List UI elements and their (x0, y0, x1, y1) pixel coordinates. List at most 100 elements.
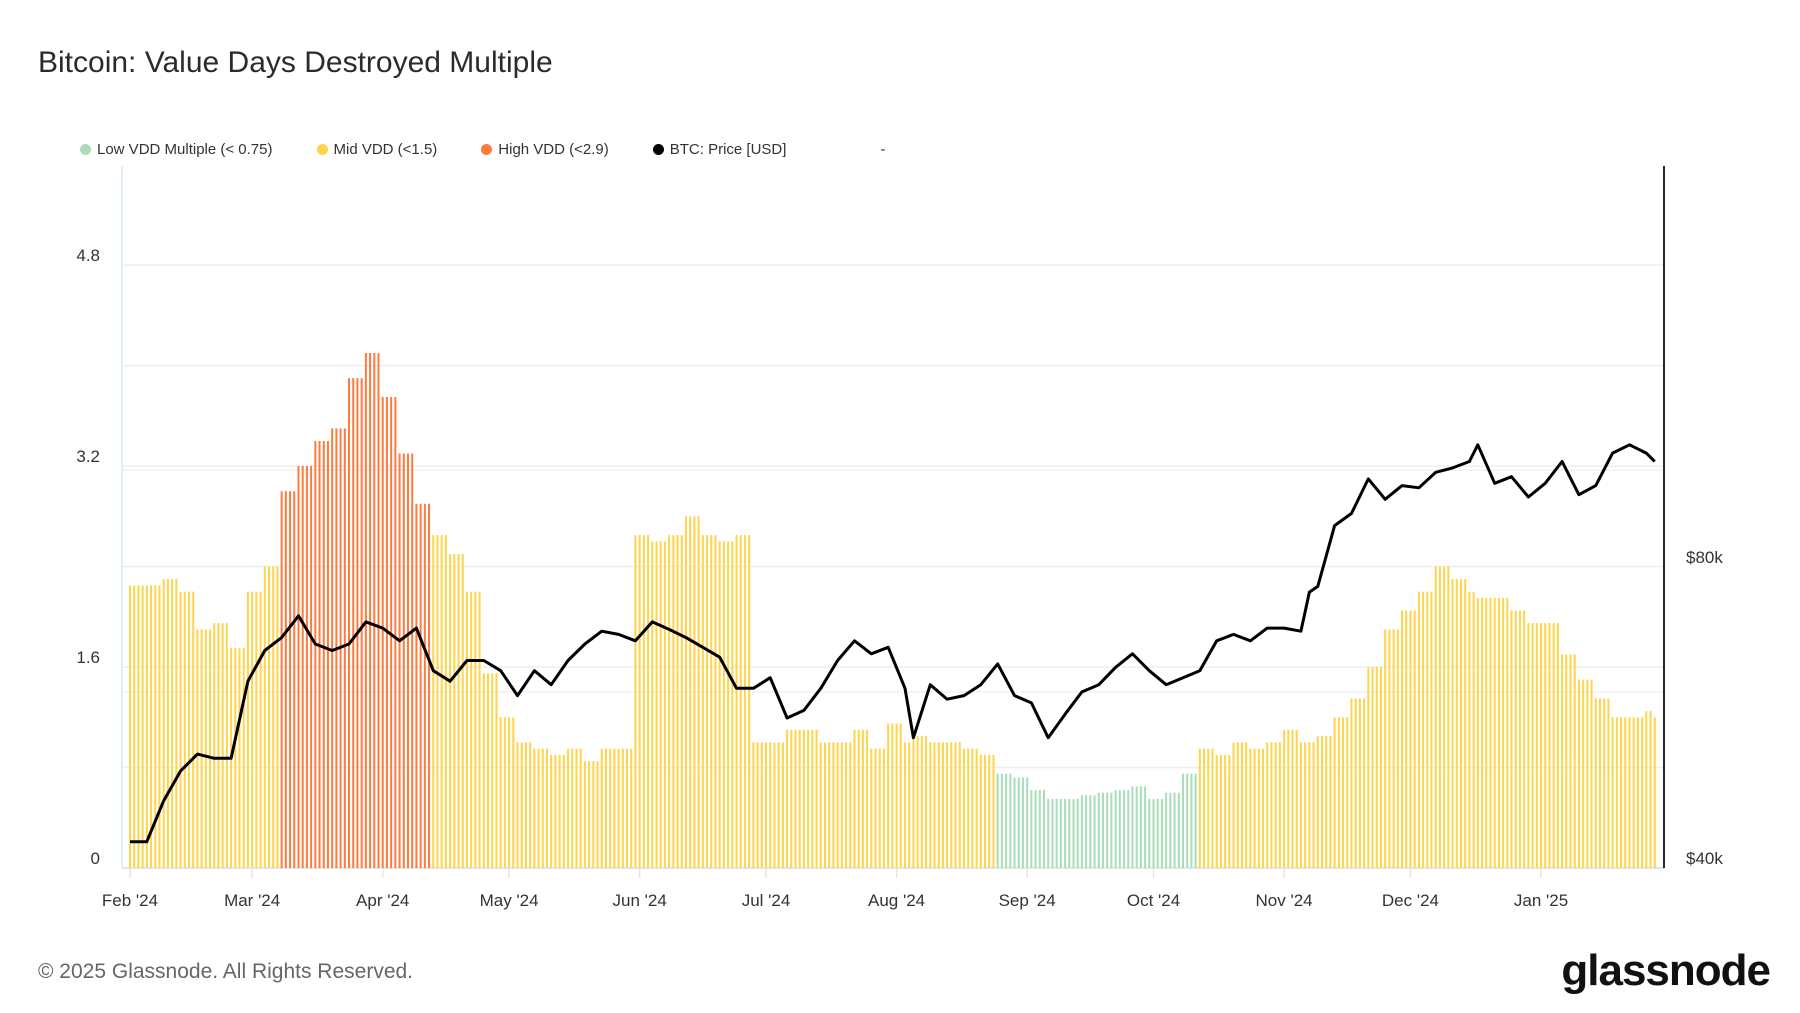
vdd-bar (1531, 623, 1534, 868)
vdd-bar (293, 491, 296, 868)
vdd-bar (436, 535, 439, 868)
vdd-bar (1080, 795, 1083, 868)
legend-item-dash[interactable]: - (880, 141, 885, 158)
vdd-bar (1106, 792, 1109, 868)
vdd-bar (1598, 698, 1601, 868)
vdd-bar (495, 673, 498, 868)
vdd-bar (1476, 597, 1479, 868)
vdd-bar (1148, 798, 1151, 868)
vdd-bar (701, 535, 704, 868)
vdd-bar (1059, 798, 1062, 868)
legend-item-price[interactable]: BTC: Price [USD] (652, 141, 786, 158)
vdd-bar (1405, 610, 1408, 868)
vdd-bar (558, 754, 561, 868)
vdd-bar (836, 742, 839, 868)
vdd-bar (1299, 742, 1302, 868)
vdd-bar (1118, 790, 1121, 868)
vdd-bar (1295, 729, 1298, 868)
x-tick-label: Jan '25 (1514, 891, 1568, 910)
vdd-bar (655, 541, 658, 868)
vdd-bar (280, 491, 283, 868)
vdd-bar (348, 378, 351, 868)
legend-item-mid[interactable]: Mid VDD (<1.5) (316, 141, 437, 158)
vdd-bar (1594, 698, 1597, 868)
vdd-bar (432, 535, 435, 868)
vdd-bar (411, 453, 414, 868)
vdd-bar (1396, 629, 1399, 868)
x-tick-label: Jun '24 (613, 891, 667, 910)
vdd-bar (849, 742, 852, 868)
vdd-bar (1641, 717, 1644, 868)
vdd-bar (689, 516, 692, 868)
vdd-bar (423, 503, 426, 868)
vdd-bar (326, 440, 329, 868)
vdd-bar (1165, 792, 1168, 868)
vdd-bar (1156, 798, 1159, 868)
legend-item-low[interactable]: Low VDD Multiple (< 0.75) (80, 141, 273, 158)
vdd-bar (554, 754, 557, 868)
vdd-bar (225, 623, 228, 868)
vdd-bar (1245, 742, 1248, 868)
vdd-bar (1443, 566, 1446, 868)
vdd-bar (697, 516, 700, 868)
vdd-bar (1005, 773, 1008, 868)
vdd-bar (925, 736, 928, 868)
vdd-bar (1236, 742, 1239, 868)
vdd-bar (1506, 597, 1509, 868)
vdd-bar (583, 761, 586, 868)
vdd-bar (1240, 742, 1243, 868)
vdd-bar (676, 535, 679, 868)
vdd-bar (1371, 667, 1374, 868)
legend-item-high[interactable]: High VDD (<2.9) (481, 141, 609, 158)
vdd-bar (1632, 717, 1635, 868)
vdd-bar (419, 503, 422, 868)
vdd-bar (331, 428, 334, 868)
x-tick-label: Jul '24 (742, 891, 791, 910)
x-tick-label: Sep '24 (999, 891, 1056, 910)
vdd-bar (369, 353, 372, 868)
vdd-bar (621, 748, 624, 868)
vdd-bar (668, 535, 671, 868)
vdd-bar (786, 729, 789, 868)
vdd-bar (1093, 795, 1096, 868)
vdd-bar (1135, 786, 1138, 868)
vdd-bar (1249, 748, 1252, 868)
vdd-bar (200, 629, 203, 868)
vdd-bar (592, 761, 595, 868)
vdd-bar (861, 729, 864, 868)
vdd-bar (394, 397, 397, 868)
vdd-bar (996, 773, 999, 868)
vdd-bar (314, 440, 317, 868)
vdd-bar (267, 566, 270, 868)
vdd-bar (533, 748, 536, 868)
vdd-bar (1068, 798, 1071, 868)
vdd-bar (781, 742, 784, 868)
legend-label: - (880, 141, 886, 158)
vdd-bar (1518, 610, 1521, 868)
vdd-bar (158, 585, 161, 868)
vdd-bar (967, 748, 970, 868)
vdd-bar (406, 453, 409, 868)
vdd-bar (1535, 623, 1538, 868)
vdd-bar (255, 591, 258, 868)
vdd-bar (1544, 623, 1547, 868)
vdd-bar (811, 729, 814, 868)
vdd-bar (129, 585, 131, 868)
vdd-bar (1266, 742, 1269, 868)
vdd-bar (1034, 790, 1037, 868)
vdd-bar (647, 535, 650, 868)
vdd-bar (381, 397, 384, 868)
vdd-bar (1262, 748, 1265, 868)
vdd-bar (946, 742, 949, 868)
vdd-bar (520, 742, 523, 868)
vdd-bar (1611, 717, 1614, 868)
vdd-bar (684, 516, 687, 868)
vdd-bar (735, 535, 738, 868)
vdd-bar (1278, 742, 1281, 868)
vdd-bar (1615, 717, 1618, 868)
vdd-bar (950, 742, 953, 868)
vdd-bar (356, 378, 359, 868)
vdd-bar (1253, 748, 1256, 868)
vdd-bar (941, 742, 944, 868)
